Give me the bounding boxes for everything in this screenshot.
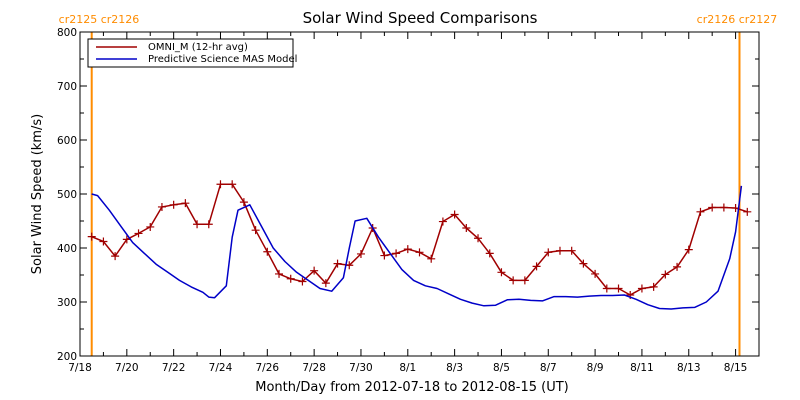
data-point-0-12 xyxy=(228,180,237,189)
x-axis-label: Month/Day from 2012-07-18 to 2012-08-15 … xyxy=(255,380,568,395)
x-axis: 7/18 7/20 7/22 7/24 7/26 7/28 7/30 8/1 8/3 8/5 8/7… xyxy=(68,32,747,374)
x-tick-label-4: 7/26 xyxy=(256,362,280,374)
y-tick-label-2: 400 xyxy=(57,243,77,255)
data-point-0-6 xyxy=(157,202,166,211)
data-point-0-48 xyxy=(649,282,658,291)
x-tick-label-0: 7/18 xyxy=(68,362,92,374)
chart-title: Solar Wind Speed Comparisons xyxy=(303,9,538,27)
x-tick-label-1: 7/20 xyxy=(115,362,139,374)
data-point-0-33 xyxy=(474,234,483,243)
data-point-0-23 xyxy=(356,249,365,258)
data-point-0-56 xyxy=(743,207,752,216)
y-tick-label-1: 300 xyxy=(57,297,77,309)
data-point-0-4 xyxy=(134,229,143,238)
data-point-0-35 xyxy=(497,268,506,277)
data-point-0-26 xyxy=(392,249,401,258)
data-point-0-31 xyxy=(450,210,459,219)
data-point-0-47 xyxy=(637,284,646,293)
x-tick-label-6: 7/30 xyxy=(349,362,373,374)
data-point-0-14 xyxy=(251,226,260,235)
data-point-0-19 xyxy=(310,266,319,275)
x-tick-label-8: 8/3 xyxy=(446,362,463,374)
data-point-0-34 xyxy=(485,249,494,258)
data-point-0-16 xyxy=(275,269,284,278)
data-point-0-54 xyxy=(719,203,728,212)
data-point-0-13 xyxy=(239,198,248,207)
y-axis: 200 300 400 500 600 700 800 xyxy=(57,27,759,363)
x-tick-label-7: 8/1 xyxy=(399,362,416,374)
x-tick-label-2: 7/22 xyxy=(162,362,186,374)
data-point-0-2 xyxy=(111,252,120,261)
data-point-0-41 xyxy=(567,246,576,255)
data-point-0-29 xyxy=(427,254,436,263)
x-tick-label-11: 8/9 xyxy=(587,362,604,374)
series-line-0 xyxy=(91,183,748,296)
data-point-0-15 xyxy=(263,247,272,256)
legend: OMNI_M (12-hr avg) Predictive Science MA… xyxy=(87,38,297,68)
data-point-0-50 xyxy=(673,262,682,271)
data-point-0-37 xyxy=(520,276,529,285)
data-point-0-7 xyxy=(169,200,178,209)
x-tick-label-12: 8/11 xyxy=(630,362,654,374)
data-point-0-9 xyxy=(193,220,202,229)
data-point-0-1 xyxy=(99,237,108,246)
y-tick-label-4: 600 xyxy=(57,135,77,147)
legend-label-mas: Predictive Science MAS Model xyxy=(148,54,297,65)
data-point-0-0 xyxy=(87,232,96,241)
data-point-0-17 xyxy=(286,274,295,283)
data-point-0-39 xyxy=(544,248,553,257)
legend-label-omni: OMNI_M (12-hr avg) xyxy=(148,42,248,53)
plot-area xyxy=(87,32,752,356)
data-point-0-53 xyxy=(708,203,717,212)
x-tick-label-9: 8/5 xyxy=(493,362,510,374)
y-tick-label-3: 500 xyxy=(57,189,77,201)
data-point-0-42 xyxy=(579,259,588,268)
data-point-0-18 xyxy=(298,277,307,286)
data-point-0-5 xyxy=(146,222,155,231)
data-point-0-43 xyxy=(591,269,600,278)
data-point-0-44 xyxy=(602,284,611,293)
cr-label-left: cr2125 cr2126 xyxy=(59,13,140,26)
y-tick-label-0: 200 xyxy=(57,351,77,363)
x-tick-label-5: 7/28 xyxy=(302,362,326,374)
data-point-0-21 xyxy=(333,259,342,268)
cr-label-right: cr2126 cr2127 xyxy=(697,13,778,26)
x-tick-label-3: 7/24 xyxy=(209,362,233,374)
x-tick-label-14: 8/15 xyxy=(724,362,748,374)
x-tick-label-10: 8/7 xyxy=(540,362,557,374)
legend-box xyxy=(87,38,294,68)
data-point-0-52 xyxy=(696,207,705,216)
data-point-0-25 xyxy=(380,251,389,260)
data-point-0-51 xyxy=(684,245,693,254)
data-point-0-30 xyxy=(438,217,447,226)
data-point-0-38 xyxy=(532,262,541,271)
x-tick-label-13: 8/13 xyxy=(677,362,701,374)
data-point-0-20 xyxy=(321,279,330,288)
data-point-0-28 xyxy=(415,248,424,257)
data-point-0-45 xyxy=(614,284,623,293)
y-tick-label-6: 800 xyxy=(57,27,77,39)
data-point-0-11 xyxy=(216,180,225,189)
data-point-0-36 xyxy=(509,276,518,285)
y-tick-label-5: 700 xyxy=(57,81,77,93)
y-axis-label: Solar Wind Speed (km/s) xyxy=(30,114,45,274)
data-point-0-49 xyxy=(661,270,670,279)
data-point-0-32 xyxy=(462,224,471,233)
data-point-0-8 xyxy=(181,199,190,208)
data-point-0-40 xyxy=(555,246,564,255)
data-point-0-10 xyxy=(204,220,213,229)
data-point-0-27 xyxy=(403,245,412,254)
series-line-1 xyxy=(91,185,743,310)
